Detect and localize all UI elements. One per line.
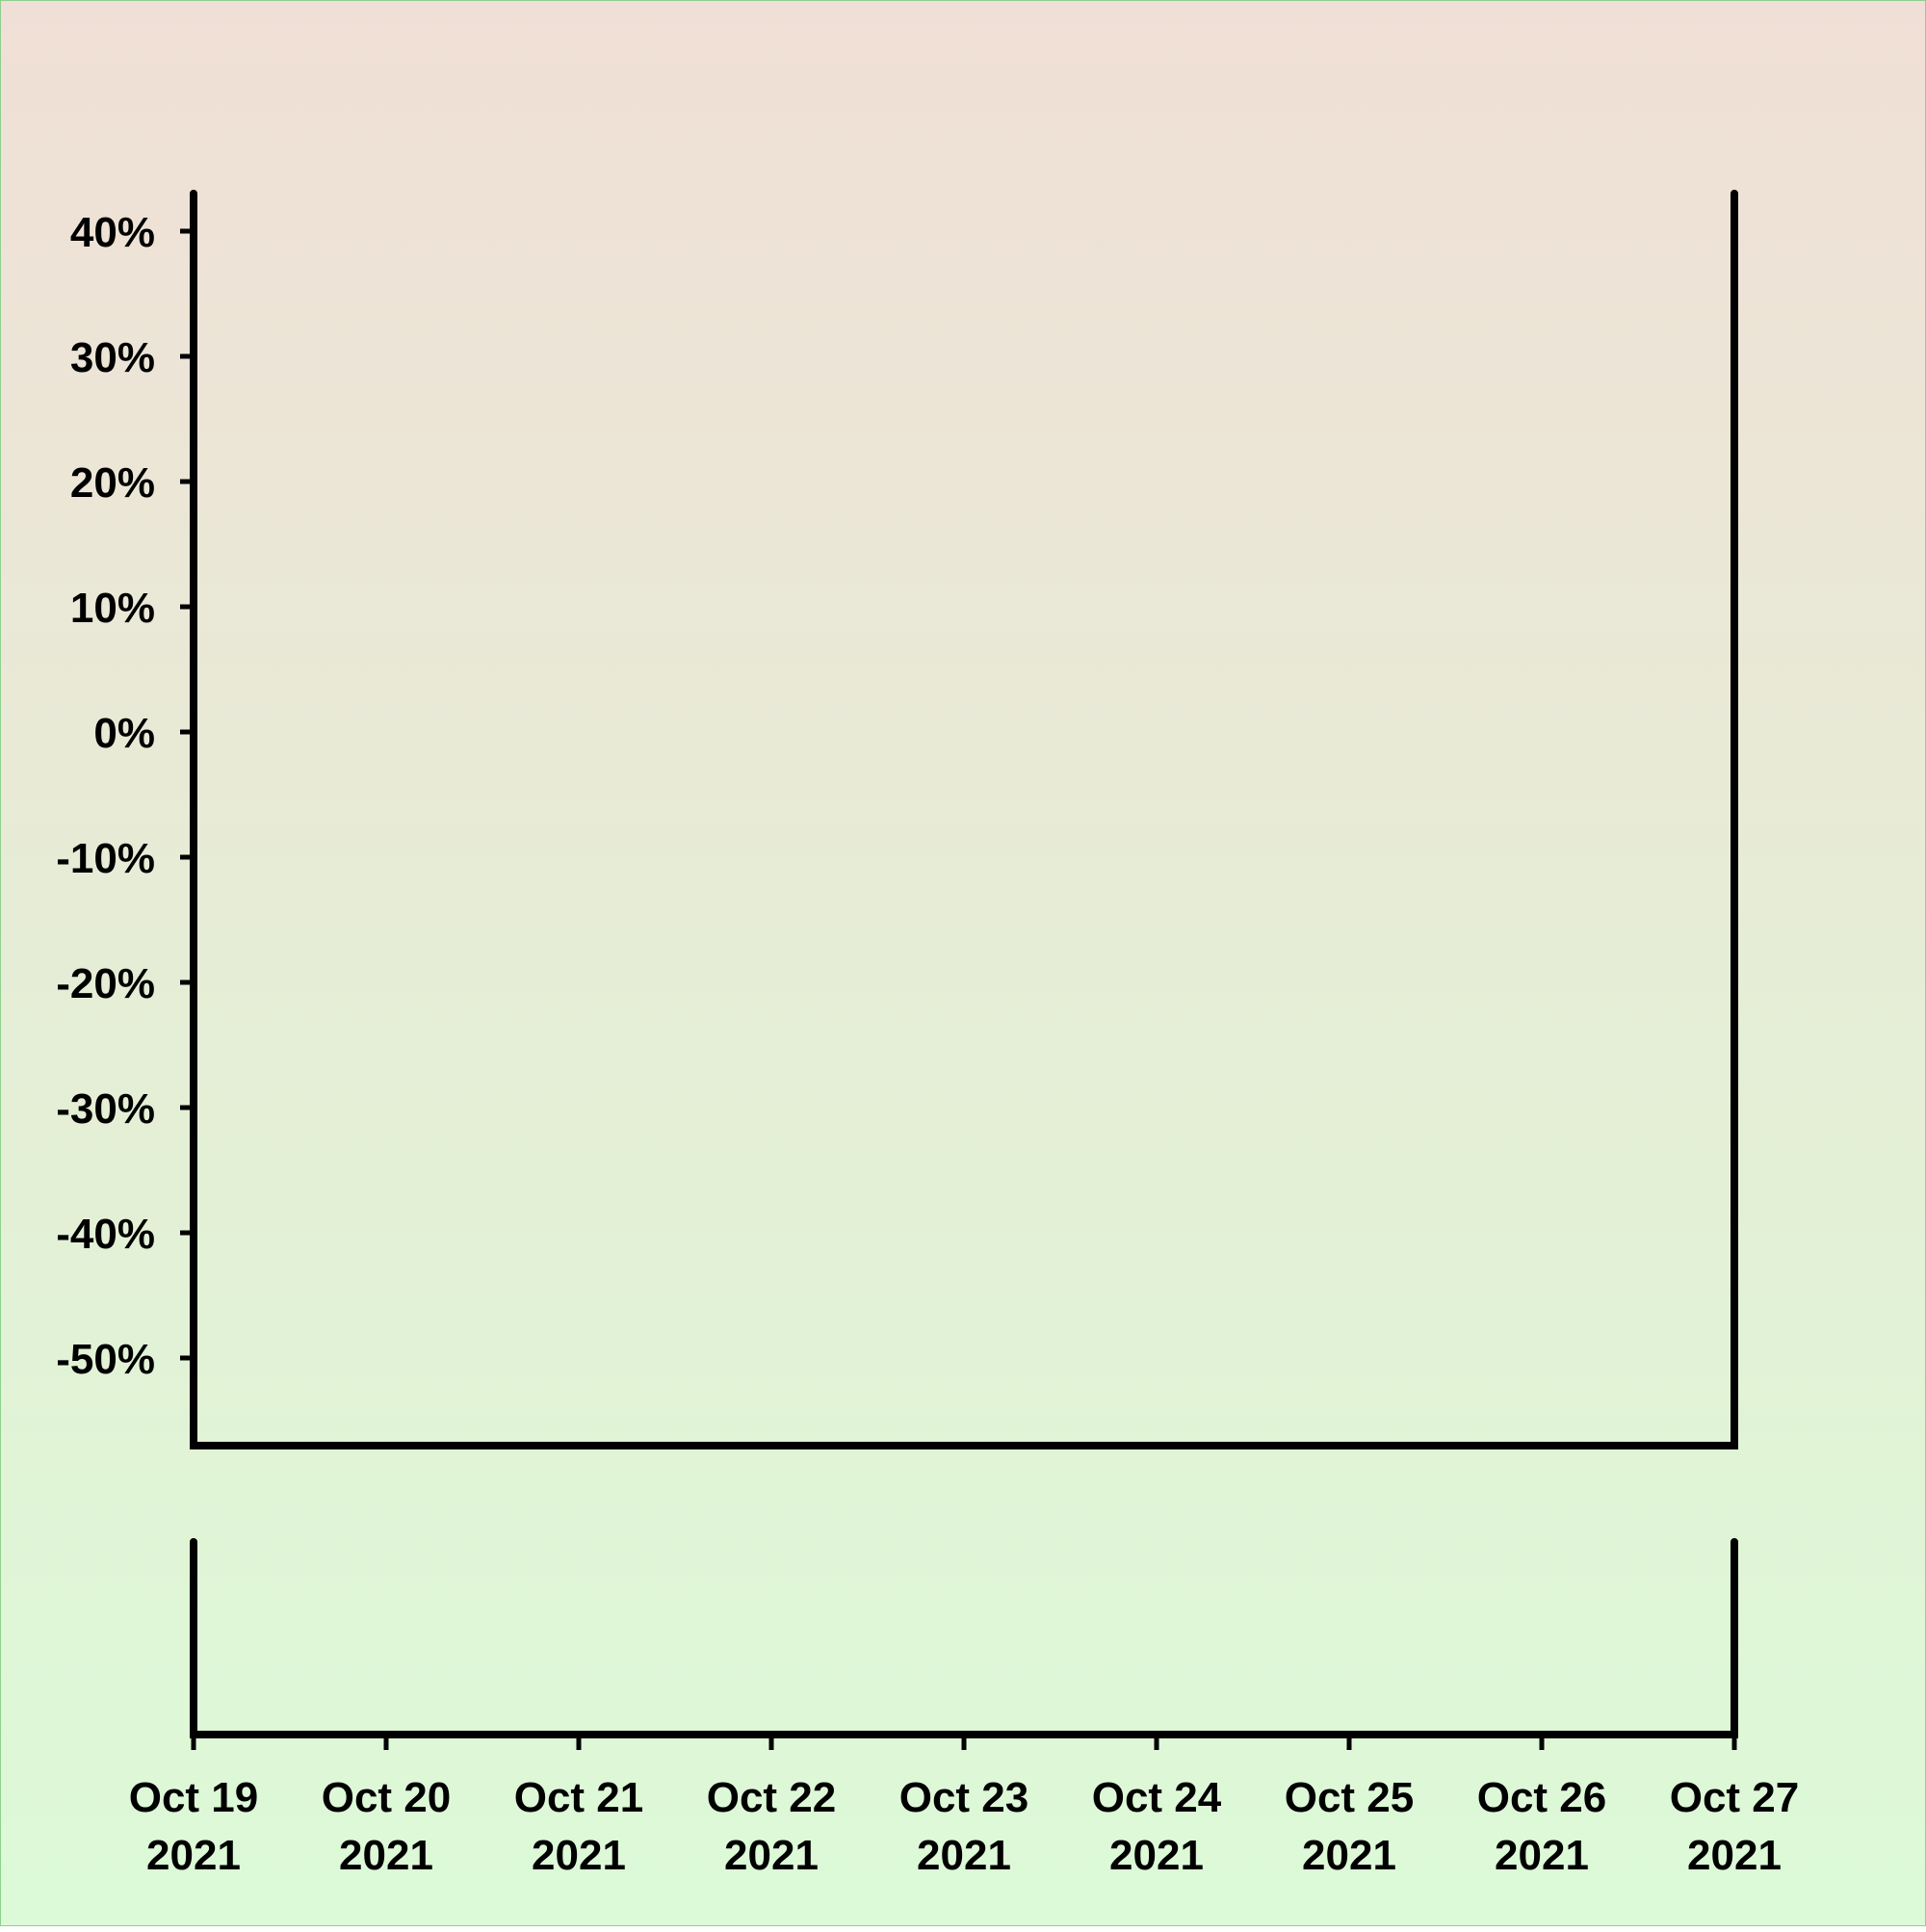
x-tick-label: Oct 22	[707, 1774, 837, 1821]
x-tick-label: Oct 24	[1092, 1774, 1222, 1821]
y-tick-label: -20%	[56, 960, 155, 1007]
x-tick-label: Oct 21	[514, 1774, 644, 1821]
x-tick-year-label: 2021	[1109, 1832, 1204, 1879]
x-tick-label: Oct 19	[129, 1774, 259, 1821]
x-tick-year-label: 2021	[1302, 1832, 1396, 1879]
volume-plot-frame	[190, 1538, 1738, 1738]
y-tick-label: 40%	[70, 209, 155, 256]
axes	[190, 190, 1738, 1738]
x-tick-year-label: 2021	[1495, 1832, 1589, 1879]
x-tick-label: Oct 25	[1285, 1774, 1415, 1821]
y-tick-label: 30%	[70, 334, 155, 381]
y-tick-label: 20%	[70, 459, 155, 507]
y-tick-label: -10%	[56, 835, 155, 882]
x-tick-year-label: 2021	[724, 1832, 819, 1879]
x-tick-label: Oct 23	[899, 1774, 1029, 1821]
x-tick-label: Oct 20	[322, 1774, 452, 1821]
x-tick-year-label: 2021	[532, 1832, 626, 1879]
x-tick-year-label: 2021	[1687, 1832, 1782, 1879]
x-tick-label: Oct 27	[1670, 1774, 1800, 1821]
x-tick-year-label: 2021	[146, 1832, 241, 1879]
y-tick-label: 10%	[70, 585, 155, 632]
y-tick-label: -40%	[56, 1211, 155, 1258]
x-tick-label: Oct 26	[1477, 1774, 1607, 1821]
y-tick-label: -30%	[56, 1085, 155, 1133]
y-axis-ticks: 40% 30% 20% 10% 0% -10% -20% -30% -40% -50%	[56, 209, 194, 1383]
x-tick-year-label: 2021	[917, 1832, 1011, 1879]
x-axis-ticks: Oct 19 2021 Oct 20 2021 Oct 21 2021 Oct 22 2021…	[129, 1735, 1800, 1879]
x-tick-year-label: 2021	[339, 1832, 433, 1879]
y-tick-label: -50%	[56, 1336, 155, 1383]
y-tick-label: 0%	[93, 710, 155, 757]
main-plot-frame	[190, 190, 1738, 1449]
